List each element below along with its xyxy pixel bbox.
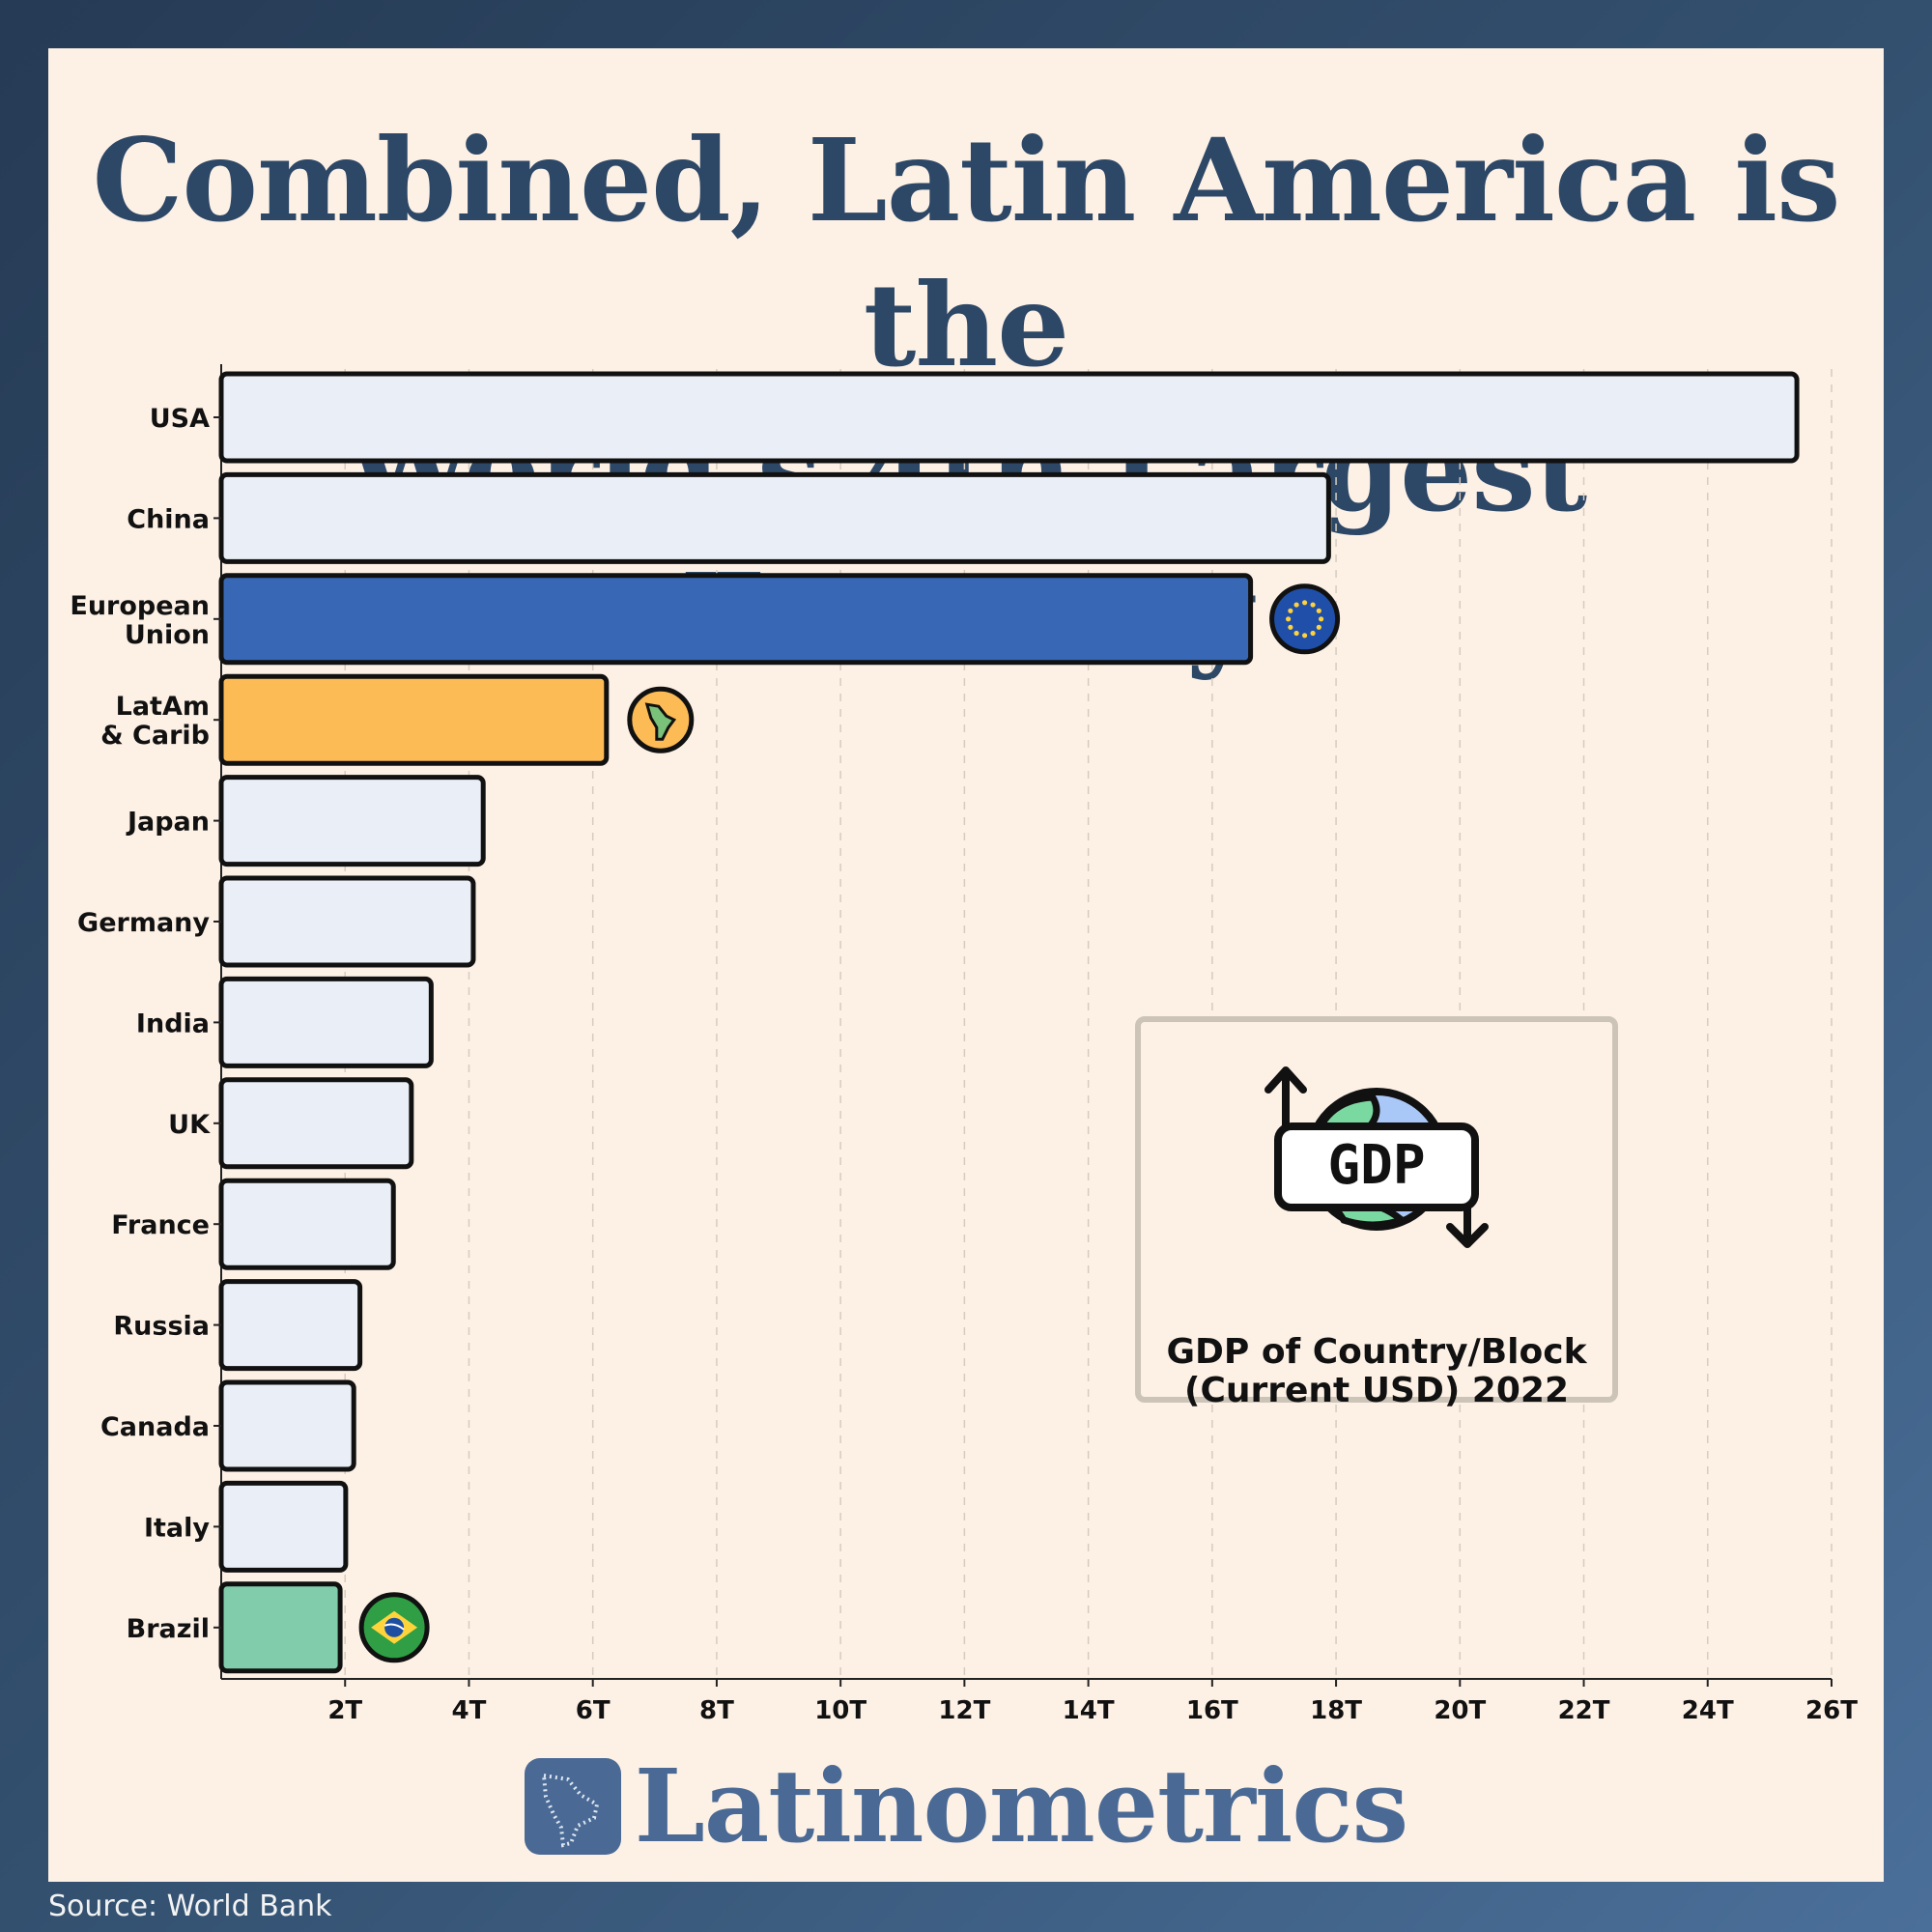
y-tick-label: Italy	[144, 1513, 210, 1543]
x-tick-label: 26T	[1805, 1696, 1858, 1725]
y-tick-label: & Carib	[100, 721, 210, 751]
legend-line-2: (Current USD) 2022	[1183, 1371, 1570, 1410]
bar	[218, 1379, 356, 1472]
bar	[218, 976, 434, 1068]
x-tick-label: 20T	[1434, 1696, 1486, 1725]
bar	[218, 1581, 343, 1674]
bar	[218, 573, 1254, 666]
bar	[218, 371, 1800, 464]
x-tick-label: 18T	[1310, 1696, 1362, 1725]
bar	[218, 775, 486, 867]
y-tick-label: Brazil	[127, 1614, 210, 1644]
x-tick-label: 22T	[1558, 1696, 1610, 1725]
legend-box: GDP GDP of Country/Block (Current USD) 2…	[1135, 1016, 1618, 1410]
y-tick-label: India	[136, 1009, 210, 1038]
latinometrics-logo-icon	[524, 1758, 621, 1855]
bar	[218, 1178, 396, 1270]
x-tick-label: 6T	[576, 1696, 611, 1725]
bar-chart: 2T 4T 6T 8T 10T 12T 14T 16T 18T 20T 22T 24T 26T USA Ch…	[70, 364, 1858, 1725]
y-tick-label: China	[127, 504, 210, 534]
bar	[218, 1077, 414, 1170]
y-tick-label: France	[111, 1210, 210, 1240]
legend-line-1: GDP of Country/Block	[1166, 1332, 1587, 1372]
y-tick-label: Russia	[113, 1312, 210, 1342]
title-line-1: Combined, Latin America is the	[92, 113, 1840, 392]
bar	[218, 1480, 349, 1573]
bar	[218, 875, 476, 968]
x-tick-label: 12T	[938, 1696, 990, 1725]
y-tick-label: Germany	[77, 908, 210, 938]
brazil-flag-icon	[358, 1592, 430, 1663]
latin-america-map-icon	[627, 686, 695, 753]
y-tick-label: LatAm	[116, 692, 210, 722]
bar	[218, 1279, 363, 1372]
bar	[218, 471, 1331, 564]
y-tick-label: Union	[125, 620, 210, 650]
x-tick-label: 16T	[1186, 1696, 1238, 1725]
brand-name: Latinometrics	[634, 1747, 1408, 1865]
x-tick-label: 2T	[327, 1696, 362, 1725]
x-tick-label: 24T	[1682, 1696, 1734, 1725]
brand: Latinometrics	[48, 1748, 1884, 1864]
legend-text: GDP of Country/Block (Current USD) 2022	[1141, 1333, 1612, 1410]
y-tick-label: USA	[150, 404, 210, 434]
gdp-globe-icon: GDP	[1264, 1066, 1489, 1248]
gdp-icon-label: GDP	[1327, 1134, 1425, 1197]
y-tick-label: Canada	[100, 1412, 210, 1442]
x-tick-label: 10T	[814, 1696, 867, 1725]
y-tick-label: European	[70, 591, 210, 621]
x-tick-label: 4T	[452, 1696, 487, 1725]
eu-flag-icon	[1269, 583, 1341, 655]
source-note: Source: World Bank	[48, 1889, 332, 1923]
y-tick-label: UK	[168, 1110, 211, 1140]
x-tick-label: 14T	[1063, 1696, 1115, 1725]
y-tick-label: Japan	[126, 808, 210, 838]
chart-card: Combined, Latin America is the World’s 4…	[48, 48, 1884, 1882]
bar	[218, 673, 610, 766]
x-tick-label: 8T	[699, 1696, 734, 1725]
